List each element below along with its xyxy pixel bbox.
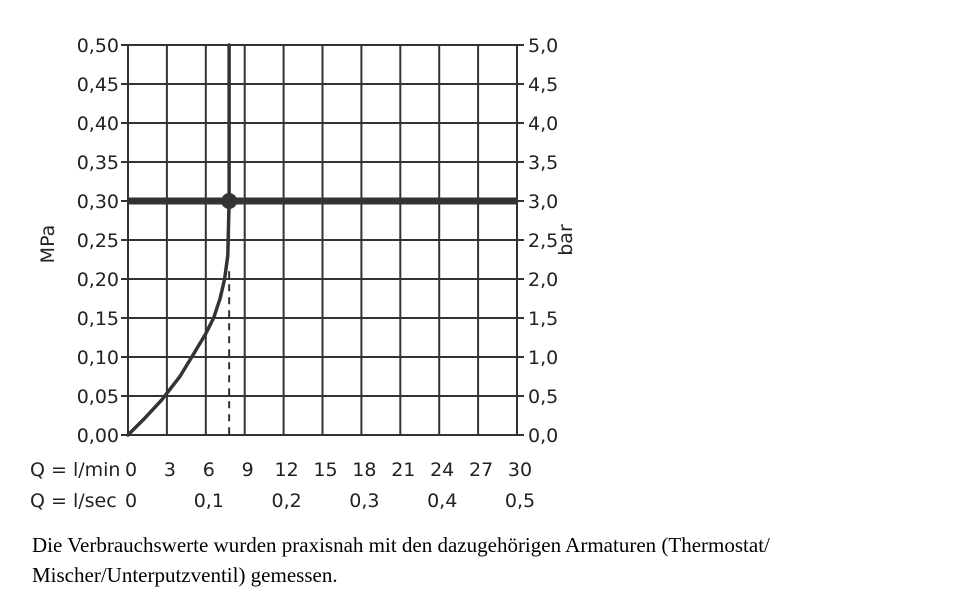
y-tick-label-right: 2,0	[528, 269, 558, 291]
x-tick-label: 21	[391, 459, 415, 481]
y-tick-label-left: 0,40	[77, 113, 119, 135]
flow-pressure-chart: 0,00 0,00,05 0,50,10 1,00,15 1,50,20 2,00,25 2…	[30, 35, 577, 512]
x-tick-label: 9	[242, 459, 254, 481]
caption-line-1: Die Verbrauchswerte wurden praxisnah mit…	[32, 533, 770, 557]
x-row-label: Q = l/sec	[30, 490, 117, 512]
x-tick-label: 0,3	[349, 490, 379, 512]
caption: Die Verbrauchswerte wurden praxisnah mit…	[32, 530, 932, 590]
x-tick-label: 0,5	[505, 490, 535, 512]
y-tick-label-left: 0,10	[77, 347, 119, 369]
y-tick-label-right: 1,5	[528, 308, 558, 330]
x-tick-label: 6	[203, 459, 215, 481]
y-tick-label-right: 4,5	[528, 74, 558, 96]
caption-line-2: Mischer/Unterputzventil) gemessen.	[32, 563, 338, 587]
y-tick-label-right: 3,5	[528, 152, 558, 174]
x-tick-label: 27	[469, 459, 493, 481]
y-tick-label-left: 0,50	[77, 35, 119, 57]
flow-curve	[126, 43, 231, 437]
x-tick-label: 0	[125, 490, 137, 512]
y-tick-label-right: 4,0	[528, 113, 558, 135]
y-axis-label-left: MPa	[37, 225, 59, 264]
y-tick-label-left: 0,20	[77, 269, 119, 291]
y-tick-label-right: 1,0	[528, 347, 558, 369]
tick-labels: 0,00 0,00,05 0,50,10 1,00,15 1,50,20 2,00,25 2…	[30, 35, 558, 512]
x-tick-label: 0,1	[194, 490, 224, 512]
y-tick-label-right: 0,0	[528, 425, 558, 447]
y-tick-label-right: 2,5	[528, 230, 558, 252]
y-tick-label-left: 0,25	[77, 230, 119, 252]
y-tick-label-left: 0,45	[77, 74, 119, 96]
data-series	[126, 43, 517, 437]
x-tick-label: 0,4	[427, 490, 457, 512]
y-tick-label-right: 0,5	[528, 386, 558, 408]
x-tick-label: 0	[125, 459, 137, 481]
y-tick-label-right: 3,0	[528, 191, 558, 213]
y-tick-label-left: 0,00	[77, 425, 119, 447]
y-tick-label-right: 5,0	[528, 35, 558, 57]
x-tick-label: 30	[508, 459, 532, 481]
y-axis-label-right: bar	[555, 224, 577, 256]
x-tick-label: 12	[275, 459, 299, 481]
x-tick-label: 0,2	[271, 490, 301, 512]
y-tick-label-left: 0,35	[77, 152, 119, 174]
y-tick-label-left: 0,15	[77, 308, 119, 330]
x-row-label: Q = l/min	[30, 459, 120, 481]
operating-point-marker	[221, 193, 238, 209]
y-tick-label-left: 0,05	[77, 386, 119, 408]
y-tick-label-left: 0,30	[77, 191, 119, 213]
x-tick-label: 24	[430, 459, 454, 481]
x-tick-label: 18	[352, 459, 376, 481]
x-tick-label: 15	[313, 459, 337, 481]
chart-grid	[127, 44, 518, 436]
x-tick-label: 3	[164, 459, 176, 481]
